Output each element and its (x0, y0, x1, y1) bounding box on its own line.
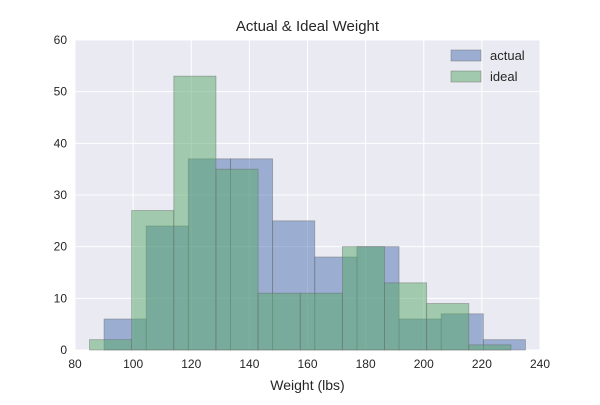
bar-ideal (426, 303, 470, 351)
y-tick-label: 60 (54, 33, 68, 47)
x-tick-label: 140 (239, 357, 259, 371)
y-tick-label: 40 (54, 136, 68, 150)
y-tick-label: 0 (60, 343, 67, 357)
bar-ideal (384, 282, 428, 351)
y-tick-label: 30 (54, 188, 68, 202)
bar-ideal (341, 246, 385, 351)
x-tick-label: 240 (530, 357, 550, 371)
legend-label-actual: actual (490, 48, 525, 63)
bar-ideal (468, 344, 512, 351)
y-tick-label: 50 (54, 85, 68, 99)
bar-ideal (173, 75, 217, 351)
bar-ideal (257, 292, 301, 351)
legend-swatch-actual (450, 49, 482, 62)
bar-ideal (89, 339, 133, 351)
bar-ideal (299, 292, 343, 351)
legend-swatch-ideal (450, 70, 482, 83)
x-tick-label: 200 (414, 357, 434, 371)
x-axis-label: Weight (lbs) (270, 377, 344, 393)
legend-label-ideal: ideal (490, 69, 518, 84)
x-tick-label: 100 (123, 357, 143, 371)
x-tick-label: 160 (297, 357, 317, 371)
x-tick-label: 180 (356, 357, 376, 371)
bar-ideal (131, 210, 175, 351)
x-tick-label: 220 (472, 357, 492, 371)
x-tick-label: 120 (181, 357, 201, 371)
bars-group (89, 75, 526, 351)
chart-title: Actual & Ideal Weight (236, 18, 380, 35)
legend: actual ideal (450, 48, 525, 84)
y-tick-label: 20 (54, 240, 68, 254)
y-tick-label: 10 (54, 291, 68, 305)
x-tick-label: 80 (68, 357, 82, 371)
tick-labels: 0 10 20 30 40 50 60 80 100 120 140 160 180 200 220 240 (54, 33, 551, 371)
bar-ideal (215, 168, 259, 351)
